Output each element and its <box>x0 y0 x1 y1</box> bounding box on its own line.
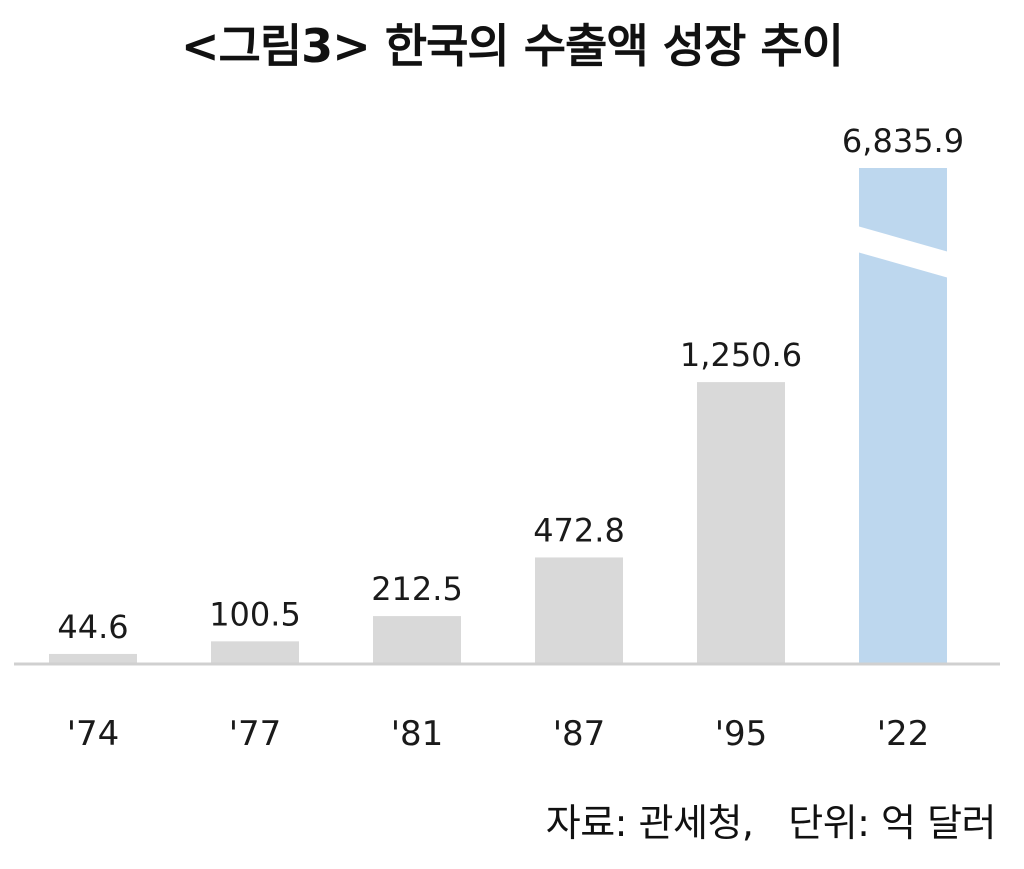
x-tick-label: '95 <box>715 714 768 754</box>
x-tick-label: '74 <box>67 714 120 754</box>
value-label: 1,250.6 <box>680 336 802 374</box>
bar-95 <box>697 382 785 664</box>
x-tick-label: '22 <box>877 714 930 754</box>
bar-74 <box>49 653 137 664</box>
x-tick-label: '77 <box>229 714 282 754</box>
bar-77 <box>211 641 299 664</box>
source-footnote: 자료: 관세청, 단위: 억 달러 <box>545 801 997 845</box>
x-tick-label: '87 <box>553 714 606 754</box>
bar-81 <box>373 616 461 664</box>
value-label: 212.5 <box>371 570 463 608</box>
value-label: 100.5 <box>209 595 301 633</box>
x-tick-label: '81 <box>391 714 444 754</box>
bar-87 <box>535 557 623 664</box>
x-tick-labels-group: '74 '77 '81 '87 '95 '22 <box>67 714 930 754</box>
chart-title: <그림3> 한국의 수출액 성장 추이 <box>181 19 844 73</box>
value-label: 472.8 <box>533 511 625 549</box>
bars-group <box>49 168 977 664</box>
axis-break-mark <box>829 218 977 286</box>
value-label: 6,835.9 <box>842 122 964 160</box>
value-label: 44.6 <box>57 608 128 646</box>
value-labels-group: 44.6 100.5 212.5 472.8 1,250.6 6,835.9 <box>57 122 964 646</box>
